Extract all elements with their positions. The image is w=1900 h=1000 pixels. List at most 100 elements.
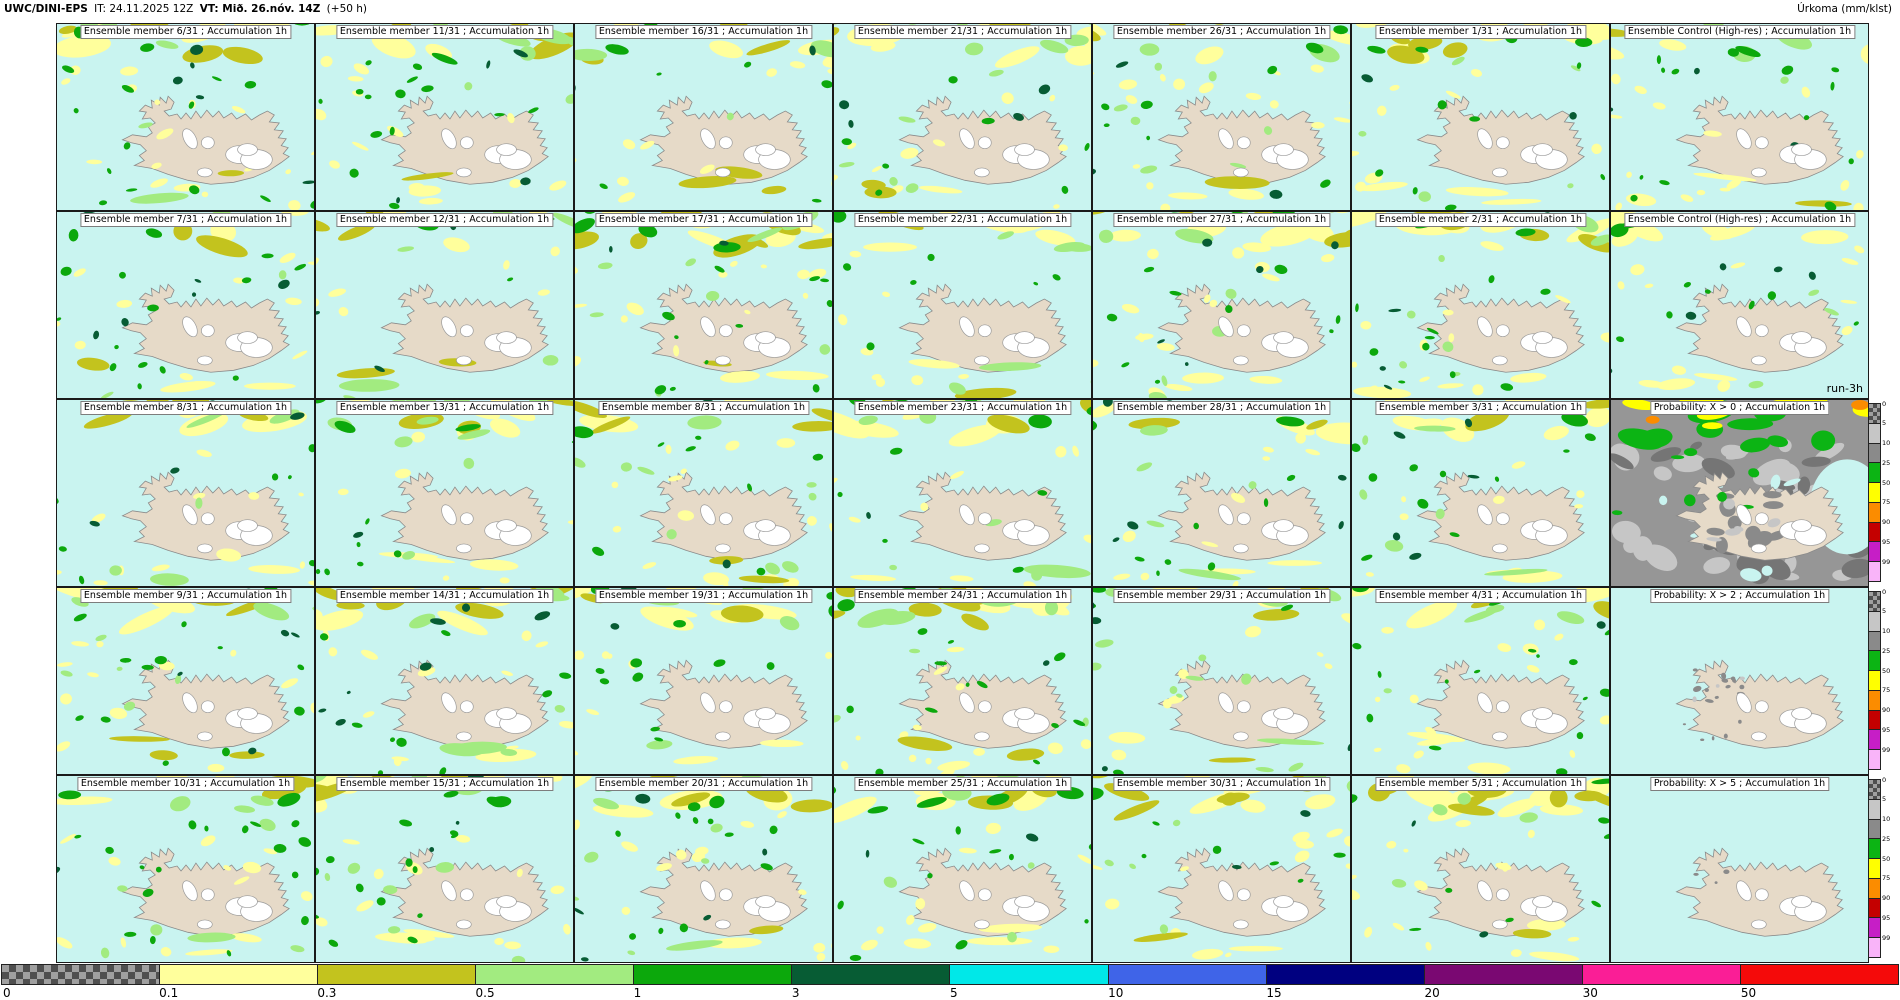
colorbar-segment: [159, 965, 318, 984]
prob-colorbar-segment: [1869, 818, 1880, 839]
map-svg: [834, 24, 1091, 210]
run-note: run-3h: [1826, 382, 1863, 395]
header: UWC/DINI-EPS IT: 24.11.2025 12Z VT: Mið.…: [0, 0, 1900, 22]
map-panel-28: Probability: X > 2 ; Accumulation 1h 0 5 10…: [1610, 587, 1890, 775]
panel-title: Ensemble member 20/31 ; Accumulation 1h: [594, 777, 813, 791]
map-panel-9: Ensemble member 12/31 ; Accumulation 1h: [315, 211, 574, 399]
prob-colorbar-segment: [1869, 561, 1880, 582]
map-svg: [834, 776, 1091, 962]
glaciers: [1477, 316, 1568, 366]
prob-colorbar-tick: 5: [1882, 794, 1887, 803]
glaciers: [1736, 316, 1827, 366]
panel-title: Ensemble member 10/31 ; Accumulation 1h: [76, 777, 295, 791]
glaciers: [1736, 880, 1827, 930]
glaciers: [1218, 504, 1309, 554]
panel-title: Ensemble member 22/31 ; Accumulation 1h: [853, 213, 1072, 227]
colorbar-segment: [2, 965, 160, 984]
glaciers: [700, 504, 791, 554]
panel-title: Ensemble member 1/31 ; Accumulation 1h: [1374, 25, 1587, 39]
map-panel-26: Ensemble member 29/31 ; Accumulation 1h: [1092, 587, 1351, 775]
lead-time: (+50 h): [326, 3, 368, 15]
map-panel-6: Ensemble member 1/31 ; Accumulation 1h: [1351, 23, 1610, 211]
map-svg: [316, 400, 573, 586]
panel-title: Ensemble member 2/31 ; Accumulation 1h: [1374, 213, 1587, 227]
panel-title: Ensemble member 19/31 ; Accumulation 1h: [594, 589, 813, 603]
map-svg: [316, 776, 573, 962]
map-panel-24: Ensemble member 19/31 ; Accumulation 1h: [574, 587, 833, 775]
glaciers: [700, 880, 791, 930]
map-svg: [316, 212, 573, 398]
map-svg: [57, 588, 314, 774]
map-svg: [1093, 400, 1350, 586]
panel-title: Ensemble member 30/31 ; Accumulation 1h: [1112, 777, 1331, 791]
glaciers: [441, 692, 532, 742]
prob-colorbar-tick: 50: [1882, 666, 1891, 675]
map-svg: [1093, 212, 1350, 398]
colorbar-segment: [1107, 965, 1266, 984]
glaciers: [1736, 128, 1827, 178]
glaciers: [1736, 504, 1827, 554]
panel-title: Ensemble member 11/31 ; Accumulation 1h: [335, 25, 554, 39]
glaciers: [700, 692, 791, 742]
map-panel-8: Ensemble member 7/31 ; Accumulation 1h: [56, 211, 315, 399]
prob-colorbar-tick: 75: [1882, 498, 1891, 507]
panel-title: Probability: X > 0 ; Accumulation 1h: [1649, 401, 1830, 415]
prob-colorbar-segment: [1869, 897, 1880, 918]
map-panel-19: Ensemble member 28/31 ; Accumulation 1h: [1092, 399, 1351, 587]
map-svg: [834, 400, 1091, 586]
glaciers: [182, 128, 273, 178]
prob-colorbar-segment: [1869, 780, 1880, 799]
panel-title: Ensemble member 8/31 ; Accumulation 1h: [597, 401, 810, 415]
map-panel-31: Ensemble member 20/31 ; Accumulation 1h: [574, 775, 833, 963]
panel-grid: Ensemble member 6/31 ; Accumulation 1h En…: [56, 23, 1890, 963]
panel-title: Ensemble member 17/31 ; Accumulation 1h: [594, 213, 813, 227]
glaciers: [959, 504, 1050, 554]
map-panel-33: Ensemble member 30/31 ; Accumulation 1h: [1092, 775, 1351, 963]
map-svg: [57, 776, 314, 962]
map-svg: [57, 24, 314, 210]
prob-colorbar-segment: [1869, 917, 1880, 938]
map-panel-35: Probability: X > 5 ; Accumulation 1h 0 5 10…: [1610, 775, 1890, 963]
map-svg: [575, 24, 832, 210]
map-panel-23: Ensemble member 14/31 ; Accumulation 1h: [315, 587, 574, 775]
glaciers: [1477, 128, 1568, 178]
glaciers: [1477, 504, 1568, 554]
panel-title: Ensemble member 28/31 ; Accumulation 1h: [1112, 401, 1331, 415]
panel-title: Ensemble member 16/31 ; Accumulation 1h: [594, 25, 813, 39]
prob-colorbar-tick: 0: [1882, 400, 1887, 408]
map-panel-34: Ensemble member 5/31 ; Accumulation 1h: [1351, 775, 1610, 963]
prob-colorbar-segment: [1869, 670, 1880, 690]
prob-colorbar-tick: 10: [1882, 814, 1891, 823]
colorbar-tick: 20: [1424, 986, 1440, 1000]
valid-time: VT: Mið. 26.nóv. 14Z: [199, 3, 321, 15]
prob-colorbar-segment: [1869, 937, 1880, 958]
colorbar-tick: 50: [1740, 986, 1757, 1000]
colorbar-tick: 15: [1266, 986, 1282, 1000]
panel-title: Ensemble member 14/31 ; Accumulation 1h: [335, 589, 554, 603]
glaciers: [182, 880, 273, 930]
map-panel-27: Ensemble member 4/31 ; Accumulation 1h: [1351, 587, 1610, 775]
glaciers: [1218, 692, 1309, 742]
panel-title: Ensemble member 13/31 ; Accumulation 1h: [335, 401, 554, 415]
map-panel-5: Ensemble member 26/31 ; Accumulation 1h: [1092, 23, 1351, 211]
glaciers: [441, 128, 532, 178]
panel-title: Ensemble member 15/31 ; Accumulation 1h: [335, 777, 554, 791]
prob-colorbar-segment: [1869, 729, 1880, 750]
map-panel-16: Ensemble member 13/31 ; Accumulation 1h: [315, 399, 574, 587]
prob-colorbar-tick: 95: [1882, 726, 1891, 735]
prob-colorbar-tick: 25: [1882, 646, 1891, 655]
prob-colorbar-segment: [1869, 610, 1880, 631]
glaciers: [1736, 692, 1827, 742]
map-panel-18: Ensemble member 23/31 ; Accumulation 1h: [833, 399, 1092, 587]
prob-colorbar: [1868, 779, 1881, 958]
map-panel-25: Ensemble member 24/31 ; Accumulation 1h: [833, 587, 1092, 775]
prob-colorbar-tick: 90: [1882, 706, 1891, 715]
prob-colorbar-tick: 5: [1882, 606, 1887, 615]
glaciers: [1218, 316, 1309, 366]
map-panel-32: Ensemble member 25/31 ; Accumulation 1h: [833, 775, 1092, 963]
header-run-info: UWC/DINI-EPS IT: 24.11.2025 12Z VT: Mið.…: [4, 3, 370, 15]
precip-colorbar-ticks: 0 0.1 0.3 0.5 1 3 5 10 15 20 30 50: [1, 986, 1899, 1000]
panel-title: Ensemble member 25/31 ; Accumulation 1h: [853, 777, 1072, 791]
prob-colorbar-tick: 99: [1882, 558, 1891, 567]
